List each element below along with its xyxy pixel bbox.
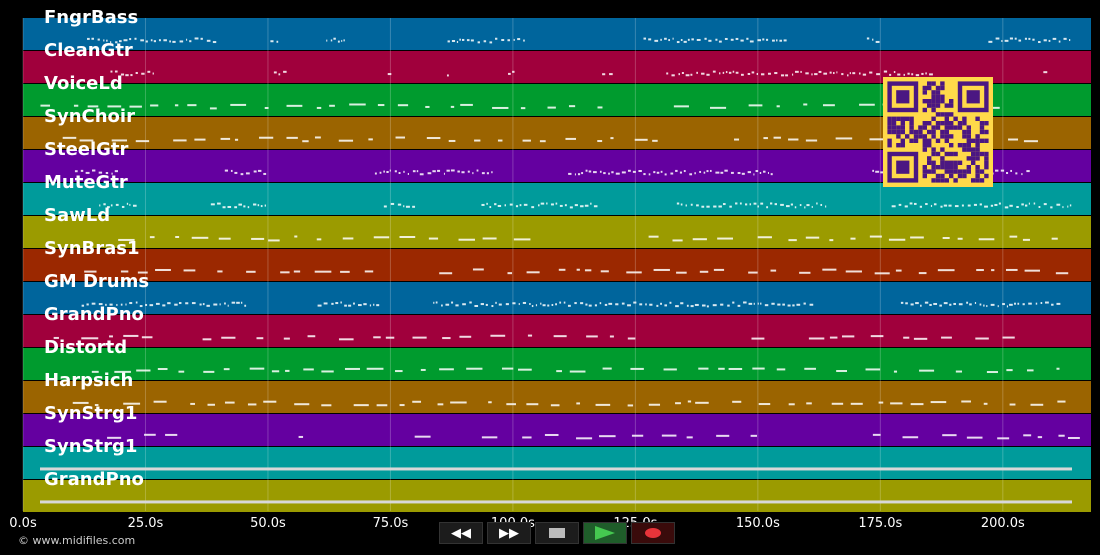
track-label: SteelGtr xyxy=(44,139,129,160)
note-layer xyxy=(40,37,1080,504)
track-lane xyxy=(23,480,1091,512)
record-button[interactable] xyxy=(631,522,675,544)
fast-forward-icon: ▶▶ xyxy=(499,525,519,541)
track-label: CleanGtr xyxy=(44,40,133,61)
track-lane xyxy=(23,18,1091,50)
stop-icon xyxy=(549,528,565,538)
track-label: FngrBass xyxy=(44,7,139,28)
track-label: SawLd xyxy=(44,205,111,226)
record-icon xyxy=(645,528,661,538)
fast-forward-button[interactable]: ▶▶ xyxy=(487,522,531,544)
track-lane xyxy=(23,348,1091,380)
track-label: SynStrg1 xyxy=(44,436,138,457)
track-label: VoiceLd xyxy=(44,73,123,94)
rewind-button[interactable]: ◀◀ xyxy=(439,522,483,544)
qr-code xyxy=(883,77,993,187)
time-tick-label: 50.0s xyxy=(250,516,286,531)
track-label: SynChoir xyxy=(44,106,135,127)
track-lane xyxy=(23,249,1091,281)
time-tick-label: 175.0s xyxy=(858,516,903,531)
time-tick-label: 150.0s xyxy=(735,516,780,531)
stop-button[interactable] xyxy=(535,522,579,544)
time-tick-label: 75.0s xyxy=(372,516,409,531)
rewind-icon: ◀◀ xyxy=(451,525,471,541)
track-lane xyxy=(23,183,1091,215)
track-lane xyxy=(23,414,1091,446)
time-tick-label: 0.0s xyxy=(9,516,37,531)
track-lane xyxy=(23,381,1091,413)
track-lane xyxy=(23,216,1091,248)
track-label: GM Drums xyxy=(44,271,150,292)
track-label: GrandPno xyxy=(44,469,144,490)
track-lane xyxy=(23,315,1091,347)
transport-controls: ◀◀ ▶▶ xyxy=(439,522,675,544)
track-label: SynStrg1 xyxy=(44,403,138,424)
track-label: Harpsich xyxy=(44,370,134,391)
track-label: GrandPno xyxy=(44,304,144,325)
time-tick-label: 200.0s xyxy=(980,516,1025,531)
play-button[interactable] xyxy=(583,522,627,544)
track-lane xyxy=(23,447,1091,479)
track-label: Distortd xyxy=(44,337,128,358)
play-icon xyxy=(595,526,615,540)
track-label: SynBras1 xyxy=(44,238,140,259)
track-label: MuteGtr xyxy=(44,172,128,193)
track-lane xyxy=(23,282,1091,314)
time-tick-label: 25.0s xyxy=(127,516,164,531)
credit-text: © www.midifiles.com xyxy=(18,534,136,547)
